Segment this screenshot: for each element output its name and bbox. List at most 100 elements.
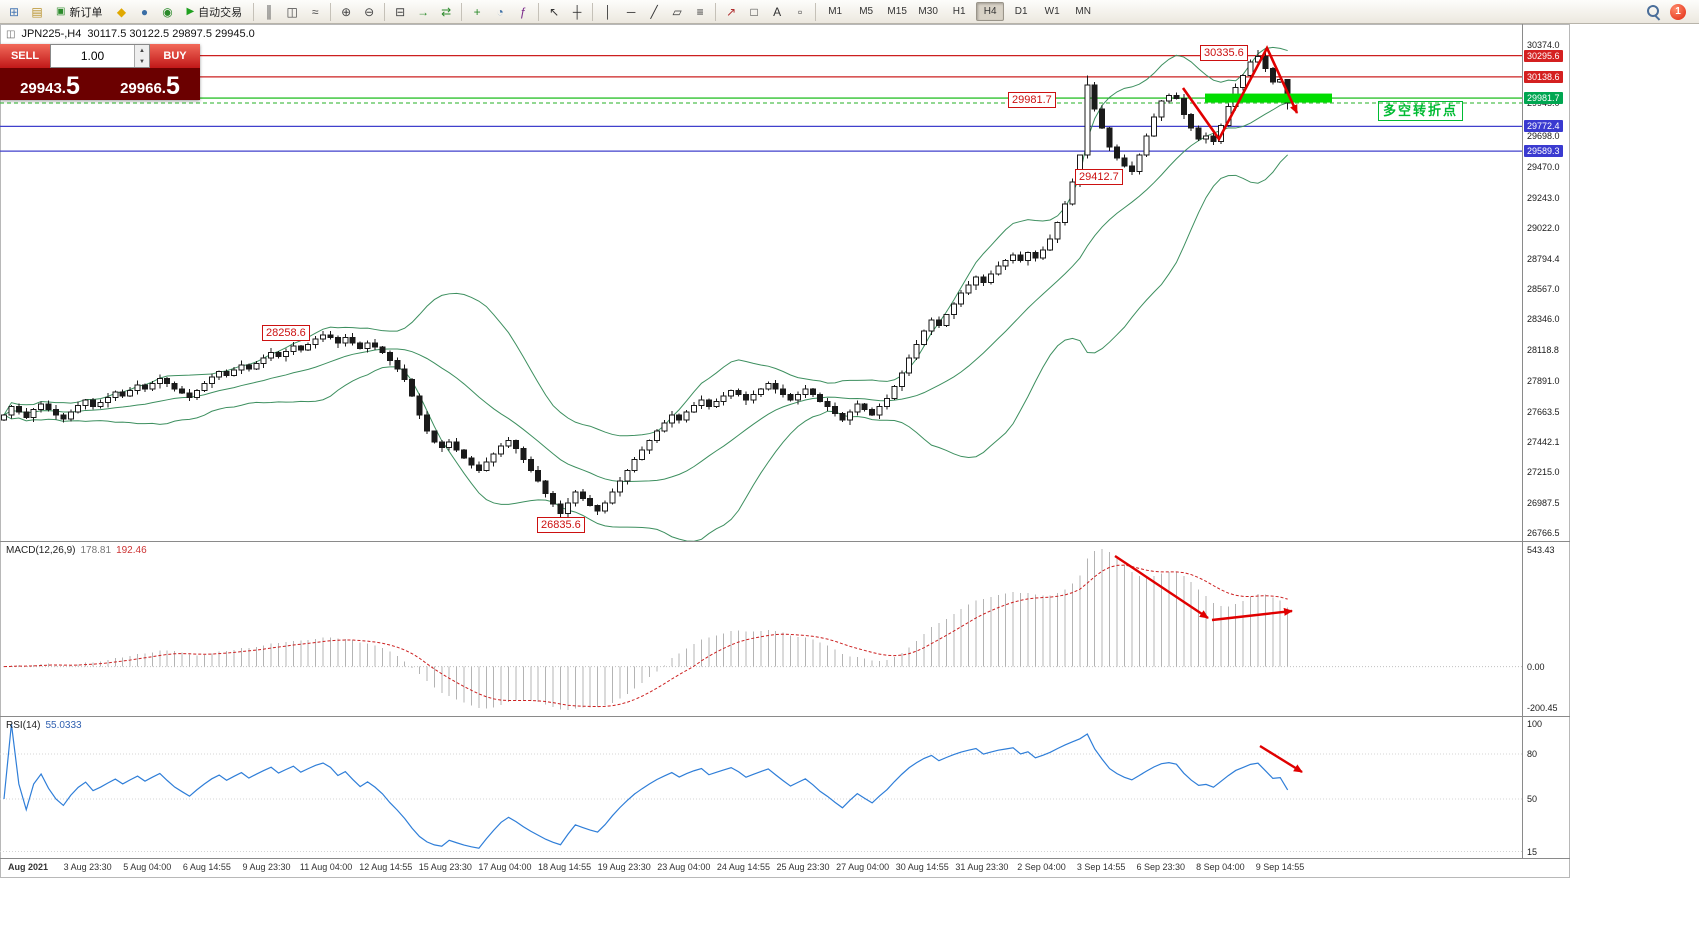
timeframe-h4[interactable]: H4 — [976, 2, 1005, 21]
ohlc-values: 30117.5 30122.5 29897.5 29945.0 — [87, 28, 255, 40]
rsi-name: RSI(14) — [6, 720, 41, 731]
rsi-tick: 50 — [1527, 794, 1538, 804]
x-tick: 12 Aug 14:55 — [359, 862, 413, 872]
cursor-icon[interactable]: ↖ — [549, 4, 560, 19]
highlight-bar-object[interactable] — [1205, 93, 1332, 103]
alerts-icon[interactable]: ◆ — [116, 4, 127, 19]
new-order-button-icon: ▣ — [56, 6, 66, 17]
buy-button[interactable]: BUY — [150, 44, 200, 68]
bar-chart-icon[interactable]: ║ — [264, 4, 274, 19]
rsi-line — [3, 723, 1289, 849]
community-icon[interactable]: ● — [140, 4, 149, 19]
price-label-object[interactable]: 26835.6 — [537, 517, 585, 533]
price-label-object[interactable]: 28258.6 — [262, 325, 310, 341]
arrows-tool-icon[interactable]: ↗ — [726, 4, 737, 19]
toolbar-separator — [253, 2, 255, 21]
timeframe-m1[interactable]: M1 — [828, 6, 843, 17]
sell-button[interactable]: SELL — [0, 44, 50, 68]
zoom-in-icon[interactable]: ⊕ — [341, 4, 352, 19]
y-tick: 27215.0 — [1527, 467, 1560, 478]
toolbar-separator — [592, 2, 594, 21]
profiles-icon[interactable]: ▤ — [31, 4, 43, 19]
price-label-object[interactable]: 30335.6 — [1200, 45, 1248, 61]
auto-scroll-icon[interactable]: → — [417, 4, 430, 19]
rsi-arrow-object[interactable] — [1259, 744, 1303, 774]
macd-tick: -200.45 — [1527, 703, 1558, 713]
label-icon[interactable]: ▫ — [798, 4, 803, 19]
text-icon[interactable]: A — [773, 4, 782, 19]
tile-windows-icon[interactable]: ⊟ — [395, 4, 406, 19]
new-window-icon[interactable]: + — [473, 4, 481, 19]
chart-title: ◫ JPN225-,H4 30117.5 30122.5 29897.5 299… — [6, 28, 255, 40]
price-badge: 30138.6 — [1524, 70, 1563, 83]
macd-arrow-object[interactable] — [1114, 555, 1209, 619]
volume-decrease-button[interactable]: ▼ — [135, 56, 149, 67]
bollinger-bands — [3, 46, 1289, 541]
y-tick: 28118.8 — [1527, 345, 1559, 356]
line-chart-icon[interactable]: ≈ — [311, 4, 319, 19]
timeframe-h1[interactable]: H1 — [952, 6, 966, 17]
x-tick: 31 Aug 23:30 — [955, 862, 1009, 872]
macd-indicator-label: MACD(12,26,9) 178.81 192.46 — [6, 545, 147, 556]
toolbar-separator — [715, 2, 717, 21]
new-order-button-label: 新订单 — [69, 6, 103, 19]
y-tick: 28346.0 — [1527, 314, 1560, 325]
autotrading-button[interactable]: ▶ 自动交易 — [179, 1, 249, 23]
turning-point-annotation[interactable]: 多空转折点 — [1378, 101, 1464, 121]
timeframe-mn[interactable]: MN — [1075, 6, 1091, 17]
y-tick: 29022.0 — [1527, 222, 1560, 233]
price-badge: 29589.3 — [1524, 145, 1563, 158]
trendline-icon[interactable]: ╱ — [650, 4, 658, 19]
timeframe-m5[interactable]: M5 — [859, 6, 874, 17]
fibonacci-icon[interactable]: ≡ — [696, 4, 704, 19]
y-tick: 26987.5 — [1527, 498, 1560, 509]
x-tick: 9 Sep 14:55 — [1255, 862, 1305, 872]
macd-tick: 0.00 — [1527, 661, 1545, 672]
candlestick-chart-icon[interactable]: ◫ — [286, 4, 298, 19]
new-chart-icon[interactable]: ⊞ — [8, 4, 20, 19]
autotrading-button-icon: ▶ — [186, 6, 195, 17]
sell-price[interactable]: 29943. 5 — [0, 68, 100, 100]
chart-icon: ◫ — [6, 28, 16, 40]
y-tick: 27663.5 — [1527, 406, 1560, 417]
price-label-object[interactable]: 29412.7 — [1075, 169, 1123, 185]
horizontal-line-icon[interactable]: ─ — [626, 4, 636, 19]
volume-input[interactable] — [51, 45, 134, 67]
timeframe-m15[interactable]: M15 — [887, 6, 907, 17]
toolbar-separator — [330, 2, 332, 21]
vertical-line-icon[interactable]: │ — [604, 4, 612, 19]
timeframe-w1[interactable]: W1 — [1044, 6, 1060, 17]
zoom-out-icon[interactable]: ⊖ — [364, 4, 375, 19]
price-badge: 29772.4 — [1524, 120, 1563, 133]
new-order-button[interactable]: ▣ 新订单 — [49, 1, 109, 23]
indicators-icon[interactable]: ƒ — [519, 4, 527, 19]
search-icon[interactable] — [1643, 2, 1663, 22]
volume-increase-button[interactable]: ▲ — [135, 45, 149, 56]
timeframe-m30[interactable]: M30 — [918, 6, 938, 17]
x-tick: 18 Aug 14:55 — [538, 862, 592, 872]
channel-icon[interactable]: ▱ — [672, 4, 682, 19]
buy-price[interactable]: 29966. 5 — [100, 68, 200, 100]
x-tick: 25 Aug 23:30 — [776, 862, 830, 872]
macd-arrow-object[interactable] — [1211, 607, 1293, 622]
notification-badge[interactable]: 1 — [1670, 3, 1686, 20]
sell-price-base: 29943. — [20, 80, 66, 97]
trade-panel-top: SELL ▲ ▼ BUY — [0, 44, 200, 68]
chart-shift-icon[interactable]: ⇄ — [441, 4, 452, 19]
one-click-trading-panel: SELL ▲ ▼ BUY 29943.5 29966.5 — [0, 44, 200, 100]
x-tick: 3 Aug 23:30 — [63, 862, 112, 872]
market-icon[interactable]: ◉ — [162, 4, 173, 19]
timeframe-d1[interactable]: D1 — [1014, 6, 1028, 17]
cycles-icon[interactable]: ◔ — [496, 4, 504, 19]
y-tick: 26766.5 — [1527, 527, 1560, 538]
trend-arrow-object[interactable] — [1181, 45, 1299, 142]
shapes-icon[interactable]: □ — [750, 4, 758, 19]
x-tick: 9 Aug 23:30 — [242, 862, 291, 872]
price-label-object[interactable]: 29981.7 — [1008, 92, 1056, 108]
candles — [1, 50, 1291, 524]
main-chart-layer — [0, 46, 1522, 541]
crosshair-icon[interactable]: ┼ — [572, 4, 582, 19]
chart-window-border — [0, 24, 1570, 878]
